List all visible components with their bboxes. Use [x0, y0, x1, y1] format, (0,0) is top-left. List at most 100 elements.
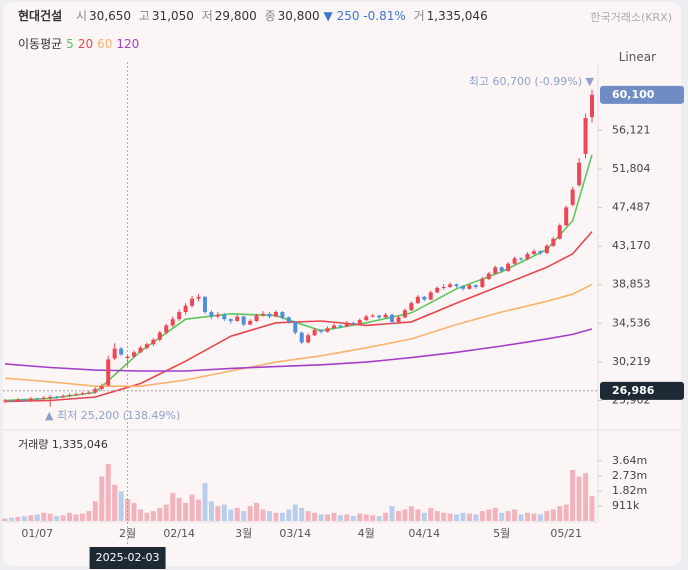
- y-tick-label: 56,121: [612, 123, 651, 136]
- volume-bar: [473, 514, 479, 521]
- volume-bar: [73, 514, 79, 521]
- candle-body: [235, 316, 240, 321]
- volume-bar: [67, 512, 73, 521]
- x-tick-label: 4월: [358, 527, 375, 540]
- header: 현대건설 시 30,650 고 31,050 저 29,800 종 30,800 ▼ 2…: [18, 7, 488, 24]
- high-value: 31,050: [151, 9, 194, 23]
- y-tick-label: 38,853: [612, 278, 651, 291]
- scale-select[interactable]: Linear: [618, 50, 656, 64]
- volume-bar: [537, 514, 543, 521]
- volume-bar: [131, 502, 137, 521]
- volume-bar: [357, 513, 363, 521]
- volume-bar: [41, 512, 47, 521]
- annotation-part: ▼: [586, 75, 595, 88]
- volume-tick-label: 1.82m: [612, 484, 647, 497]
- ma-legend-item[interactable]: 60: [97, 37, 113, 51]
- candle-body: [61, 396, 66, 398]
- volume-bar: [479, 511, 485, 521]
- candle-body: [41, 397, 46, 400]
- volume-title-value: 1,335,046: [52, 438, 108, 451]
- candle-body: [106, 359, 111, 386]
- volume-bar: [563, 504, 569, 521]
- volume-bar: [125, 498, 131, 521]
- candle-body: [383, 314, 388, 318]
- y-tick-label: 47,487: [612, 201, 651, 214]
- candle-body: [112, 348, 117, 359]
- candle-body: [390, 314, 395, 322]
- volume-bar: [8, 517, 14, 521]
- volume-label: 거: [413, 9, 425, 23]
- y-tick-label: 34,536: [612, 316, 651, 329]
- ma-legend-item[interactable]: 5: [66, 37, 74, 51]
- candle-body: [357, 320, 362, 324]
- exchange: 한국거래소(KRX): [590, 11, 672, 24]
- candle-body: [254, 315, 259, 321]
- candle-body: [132, 352, 137, 357]
- volume-bar: [221, 504, 227, 521]
- volume-bar: [60, 515, 66, 521]
- volume-bar: [325, 514, 331, 521]
- volume-bar: [389, 506, 395, 521]
- candle-body: [22, 399, 27, 401]
- volume-bar: [312, 512, 318, 521]
- candle-body: [351, 322, 356, 324]
- volume-bar: [54, 516, 60, 521]
- volume-bar: [583, 473, 589, 521]
- candle-body: [377, 315, 382, 318]
- volume-bar: [299, 507, 305, 521]
- volume-bar: [454, 514, 460, 521]
- volume-bar: [150, 511, 156, 521]
- close-label: 종: [264, 9, 276, 23]
- candle-body: [15, 399, 20, 401]
- volume-bar: [137, 509, 143, 521]
- candle-body: [28, 398, 33, 401]
- change-arrow: ▼: [323, 9, 333, 23]
- candle-body: [519, 258, 524, 260]
- volume-bar: [215, 506, 221, 521]
- volume-bar: [363, 514, 369, 521]
- candle-body: [183, 305, 188, 313]
- candle-body: [531, 251, 536, 254]
- volume-bar: [402, 509, 408, 521]
- change: 250: [336, 9, 360, 23]
- x-tick-label: 05/21: [550, 527, 582, 540]
- volume-bar: [466, 513, 472, 521]
- ma-legend-item[interactable]: 120: [116, 37, 140, 51]
- volume-bar: [428, 507, 434, 521]
- volume-bar: [234, 507, 240, 521]
- candle-body: [286, 317, 291, 322]
- volume-title-text: 거래량: [18, 438, 48, 451]
- candle-body: [35, 398, 40, 400]
- annotation: 최고 60,700 (-0.99%) ▼: [469, 75, 595, 88]
- candle-body: [312, 329, 317, 336]
- candle-body: [9, 400, 14, 402]
- volume-bar: [370, 515, 376, 521]
- candle-body: [299, 332, 304, 343]
- volume-bar: [21, 516, 27, 521]
- candle-body: [577, 162, 582, 186]
- candle-body: [480, 278, 485, 288]
- volume-bar: [92, 501, 98, 521]
- candle-body: [551, 238, 556, 246]
- candle-body: [486, 273, 491, 279]
- volume-bar: [144, 512, 150, 521]
- candle-body: [151, 339, 156, 345]
- candle-body: [144, 344, 149, 348]
- candle-body: [544, 245, 549, 254]
- volume-bar: [79, 513, 85, 521]
- volume-bar: [492, 507, 498, 521]
- open-label: 시: [76, 9, 88, 23]
- x-tick-label: 5월: [493, 527, 510, 540]
- volume-bar: [170, 492, 176, 521]
- candle-body: [280, 312, 285, 318]
- candle-body: [525, 253, 530, 260]
- candle-body: [512, 258, 517, 264]
- volume-bar: [266, 511, 272, 521]
- volume-bar: [157, 507, 163, 521]
- ma-legend-item[interactable]: 20: [77, 37, 94, 51]
- candle-body: [248, 320, 253, 325]
- volume-bar: [292, 504, 298, 521]
- candle-body: [590, 94, 594, 118]
- cursor-price: 26,986: [612, 384, 655, 397]
- candle-body: [119, 348, 124, 355]
